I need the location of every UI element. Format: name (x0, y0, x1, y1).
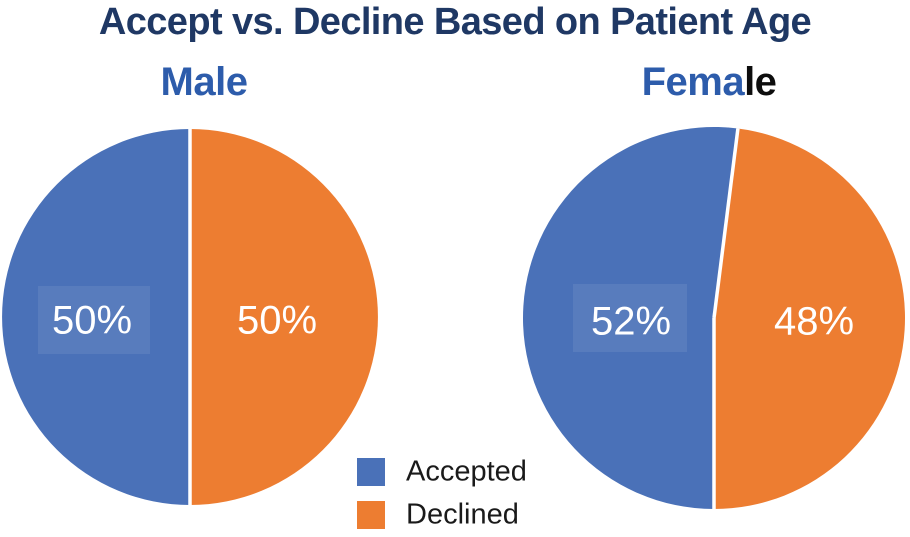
male-pie-title: Male (160, 60, 248, 104)
slice-divider (712, 128, 740, 319)
female-label-highlight (573, 284, 687, 352)
male-label-highlight (38, 286, 150, 354)
declined-legend-swatch-icon (357, 501, 385, 529)
male-declined-percent-label: 50% (236, 298, 318, 343)
female-title-part-blue: Fema (641, 60, 745, 104)
declined-slice (714, 128, 906, 509)
accepted-slice (2, 129, 190, 505)
male-accepted-percent-label: 50% (51, 298, 133, 343)
declined-legend-label: Declined (406, 498, 519, 531)
female-title-part-black: le (744, 60, 777, 104)
female-pie (523, 127, 906, 510)
accepted-legend-swatch-icon (357, 458, 385, 486)
chart-main-title: Accept vs. Decline Based on Patient Age (98, 1, 812, 43)
female-pie-title: Female (642, 60, 777, 105)
female-declined-percent-label: 48% (773, 299, 855, 344)
accepted-slice (523, 127, 738, 510)
declined-slice (190, 129, 378, 505)
male-pie (2, 129, 378, 505)
accepted-legend-label: Accepted (406, 455, 527, 488)
female-accepted-percent-label: 52% (590, 299, 672, 344)
